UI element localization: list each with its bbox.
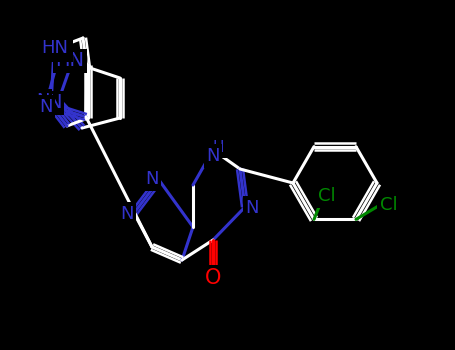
Text: N: N [47,93,61,112]
Text: N: N [120,205,134,223]
Text: HN: HN [56,51,85,70]
Text: HN: HN [41,39,69,57]
Text: Cl: Cl [380,196,398,214]
Text: N: N [39,98,53,116]
Text: O: O [205,268,221,288]
Text: N: N [206,147,220,165]
Text: H: H [213,140,224,155]
Text: Cl: Cl [318,187,336,205]
Text: HN: HN [44,41,71,59]
Text: N: N [245,199,259,217]
Text: N: N [145,170,159,188]
Text: N: N [36,92,50,110]
